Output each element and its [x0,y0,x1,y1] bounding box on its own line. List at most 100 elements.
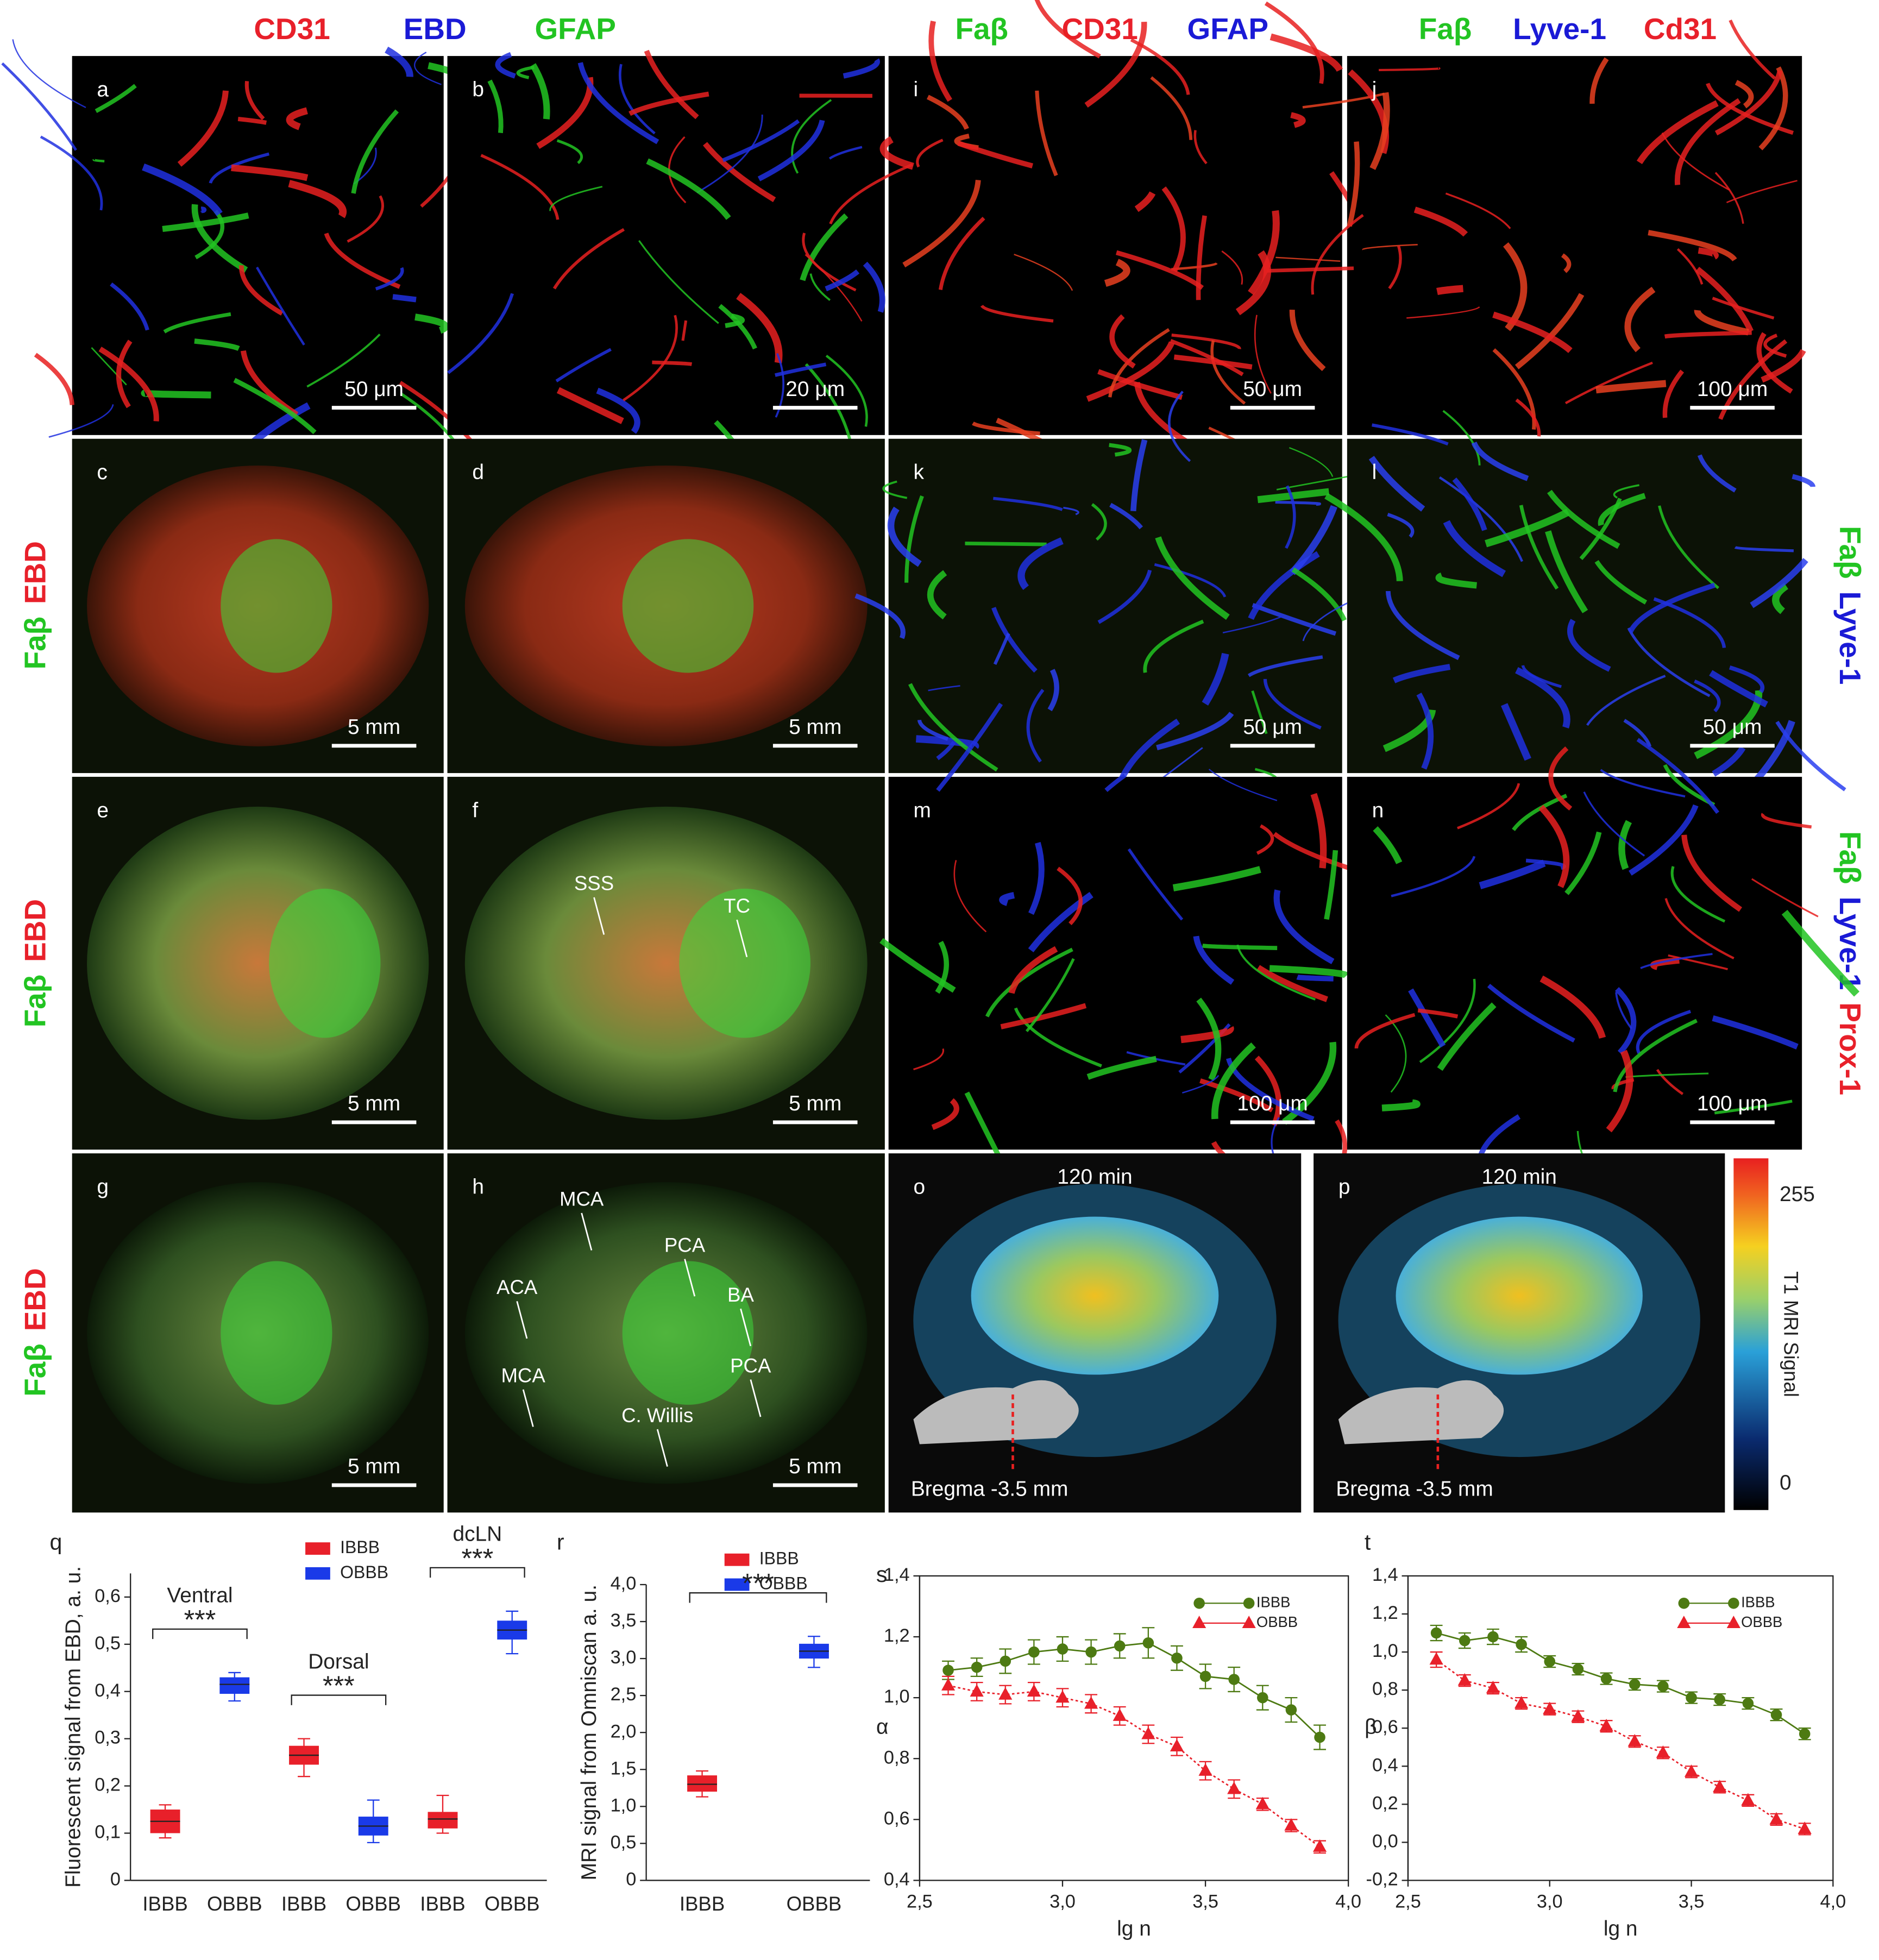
vessel [1196,215,1207,300]
fluorescence [622,539,754,673]
vessel [1086,1056,1157,1080]
y-tick-label: 0 [110,1869,121,1890]
header-label: Faβ [1419,12,1472,46]
vessel [936,702,1003,792]
vessel [1199,1078,1274,1113]
y-axis-label: α [876,1715,888,1738]
vessel [1236,944,1316,1001]
vessel [999,891,1015,906]
vessel [1614,987,1637,1055]
vessel [1627,627,1711,698]
vessel [1385,1014,1407,1093]
panel-background [888,776,1342,1150]
vessel [1388,246,1402,290]
header-label: Lyve-1 [1513,12,1606,46]
significance: *** [184,1604,216,1635]
marker [1285,1704,1297,1716]
vessel [1586,675,1666,726]
vessel [1324,850,1338,920]
vessel [1718,339,1788,420]
legend-label: OBBB [759,1573,808,1593]
legend-swatch [305,1542,330,1555]
box [219,1677,250,1694]
panel-letter: f [472,799,478,822]
vessel [1156,712,1234,751]
bregma-label: Bregma -3.5 mm [1336,1477,1493,1500]
vessel [1709,670,1768,708]
vessel [1438,476,1524,562]
vessel [1028,841,1045,915]
vessel [1772,582,1789,614]
vessel [385,46,413,77]
panel-letter: l [1372,461,1377,484]
legend-label: IBBB [1741,1594,1775,1611]
marker [1057,1643,1069,1655]
vessel [1017,537,1064,590]
vessel [1618,820,1632,870]
vessel [1063,506,1079,516]
vessel [1251,690,1268,734]
vessel [177,90,229,167]
vessel [1127,848,1184,921]
vessel [1109,443,1132,457]
vessel [1756,332,1793,394]
panel-letter: e [97,799,109,822]
vessel [1583,791,1645,857]
vessel [1457,783,1520,830]
vessel [1600,769,1686,797]
vessel [1084,21,1147,108]
vessel [1362,244,1418,251]
vessel [1369,92,1390,170]
marker [1255,1796,1270,1810]
vessel [1269,965,1349,979]
vessel [843,58,880,79]
vessel [1662,369,1685,418]
vessel [1311,213,1364,295]
vessel [116,340,133,409]
vessel [1134,191,1156,212]
marker [1242,1616,1256,1629]
vessel [1256,824,1274,855]
time-label: 120 min [1482,1165,1557,1189]
vessel [917,719,949,741]
vessel [1664,330,1752,339]
vessel [141,390,211,399]
marker [1430,1627,1442,1639]
vessel [1381,1099,1421,1111]
y-axis-label: MRI signal from Omniscan a. u. [577,1585,601,1880]
vessel [1729,19,1776,80]
header-label: Faβ [956,12,1009,46]
vessel [1385,590,1460,661]
vessel [1202,943,1278,950]
y-tick-label: 0,4 [884,1869,910,1890]
brain-silhouette [1338,1380,1504,1444]
vessel [1115,250,1204,290]
vessel [375,267,404,291]
y-tick-label: 1,0 [1372,1641,1398,1661]
vessel [1150,76,1193,140]
vessel [904,495,924,583]
vessel [965,541,1047,546]
scale-label: 5 mm [789,1455,841,1478]
image-panel: k 50 μm [854,391,1360,811]
y-tick-label: 0,6 [95,1586,121,1606]
vessel [1372,423,1449,446]
vessel [1636,1009,1692,1054]
vessel [142,163,223,216]
fluorescence [269,888,381,1038]
marker [1571,1709,1585,1722]
vessel [1656,1069,1684,1095]
vessel [1694,679,1721,713]
vessel [1347,141,1360,227]
x-tick-label: 4,0 [1335,1892,1361,1912]
vessel [286,107,308,130]
annotation: TC [724,895,750,917]
vessel [936,740,956,761]
panel-background [888,438,1342,774]
marker [1055,1690,1070,1703]
image-panel: j 100 μm [1267,19,1806,437]
fluorescence [622,1261,754,1405]
y-tick-label: 0,6 [884,1808,910,1829]
marker [941,1678,956,1691]
vessel [1373,826,1403,864]
